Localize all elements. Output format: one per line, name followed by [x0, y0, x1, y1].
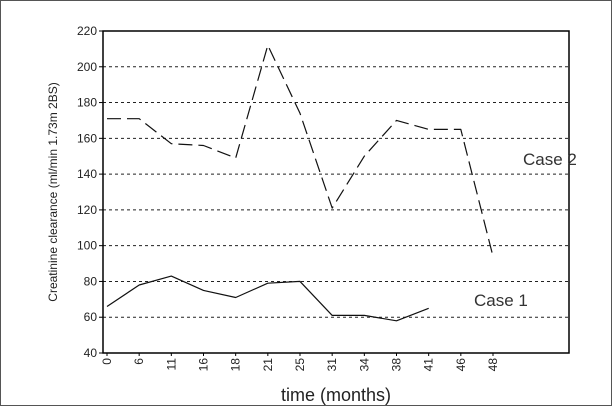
y-tick-label: 60 [84, 310, 98, 324]
x-tick-label: 6 [132, 358, 146, 365]
y-tick-label: 200 [77, 60, 97, 74]
x-tick-label: 31 [325, 358, 339, 372]
y-tick-label: 120 [77, 203, 97, 217]
y-axis-title: Creatinine clearance (ml/min 1.73m 2BS) [46, 82, 60, 301]
plot-frame [102, 30, 570, 354]
series-lines [106, 44, 494, 322]
y-tick-label: 220 [77, 24, 97, 38]
x-axis-title: time (months) [281, 385, 391, 405]
x-tick-label: 46 [454, 358, 468, 372]
x-tick-label: 41 [422, 358, 436, 372]
series-label-case-1: Case 1 [474, 291, 528, 310]
x-tick-label: 25 [293, 358, 307, 372]
x-axis-ticks: 0 6 11 16 18 21 25 31 34 38 41 46 48 [100, 353, 500, 371]
y-tick-label: 80 [84, 274, 98, 288]
series-label-case-2: Case 2 [523, 150, 577, 169]
y-axis-ticks: 40 60 80 100 120 140 160 180 200 220 [77, 24, 103, 360]
y-tick-label: 100 [77, 239, 97, 253]
gridlines [103, 66, 569, 318]
series-line-case-1 [106, 275, 429, 322]
x-tick-label: 18 [229, 358, 243, 372]
x-tick-label: 11 [164, 358, 178, 371]
y-tick-label: 160 [77, 131, 97, 145]
x-tick-label: 48 [486, 358, 500, 372]
y-tick-label: 180 [77, 96, 97, 110]
series-line-case-2 [107, 44, 494, 257]
x-tick-label: 34 [357, 358, 371, 372]
y-tick-label: 140 [77, 167, 97, 181]
y-tick-label: 40 [84, 346, 98, 360]
x-tick-label: 16 [197, 358, 211, 372]
x-tick-label: 21 [261, 358, 275, 372]
x-tick-label: 0 [100, 358, 114, 365]
x-tick-label: 38 [390, 358, 404, 372]
